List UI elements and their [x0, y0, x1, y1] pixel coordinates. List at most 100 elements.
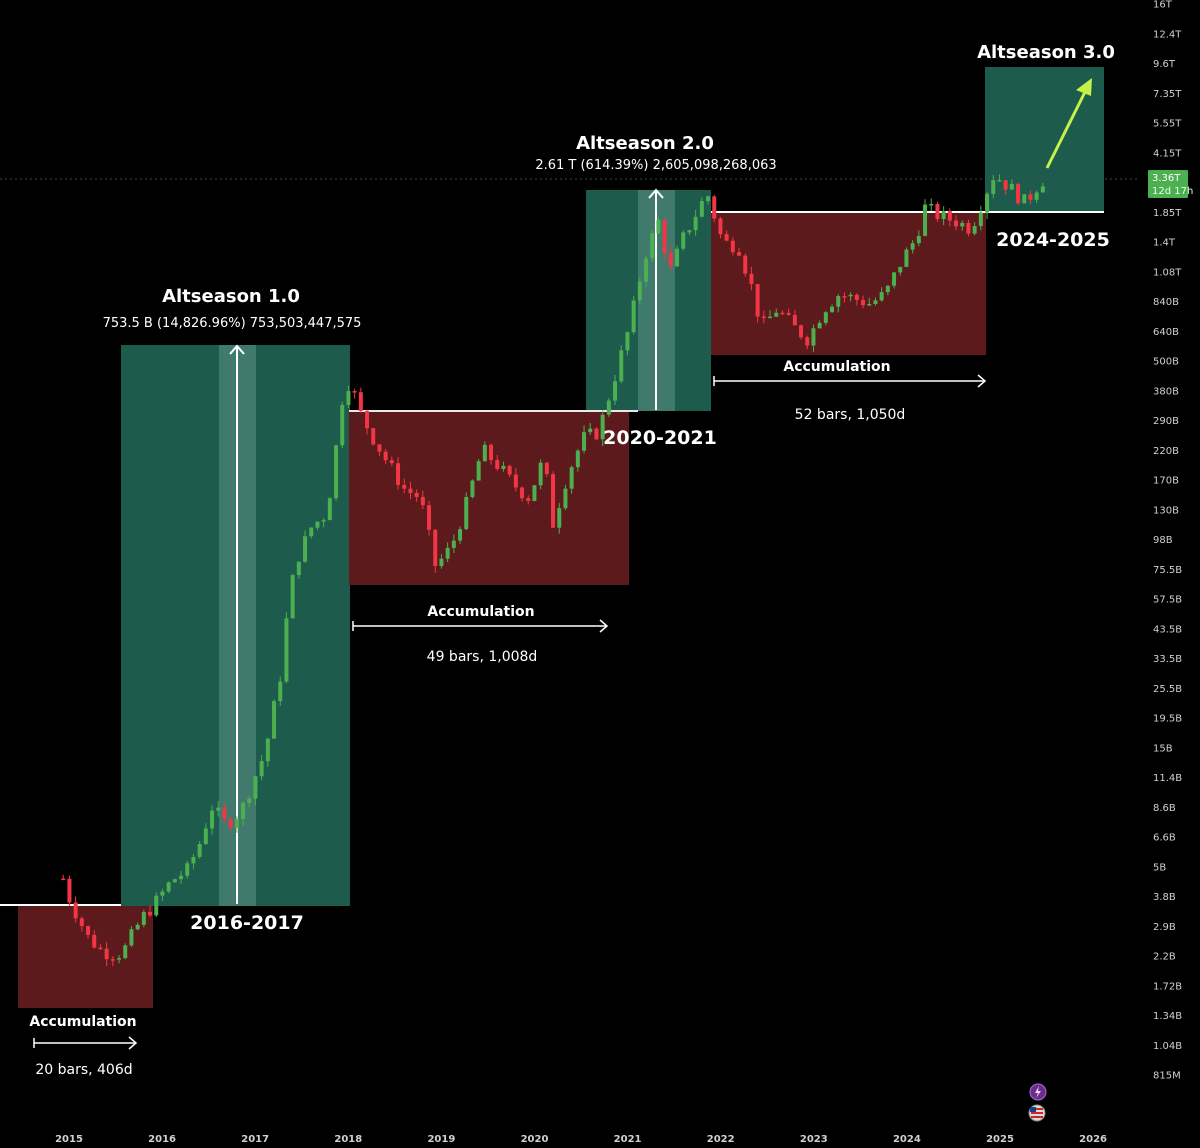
candle-down	[414, 492, 419, 497]
candle-up	[978, 212, 983, 227]
y-tick-label: 1.34B	[1153, 1011, 1182, 1022]
accumulation-duration-2: 49 bars, 1,008d	[427, 649, 538, 665]
y-tick-label: 33.5B	[1153, 654, 1182, 665]
candle-down	[352, 391, 357, 393]
candle-up	[569, 467, 574, 489]
candle-up	[439, 558, 444, 567]
candle-down	[792, 314, 797, 326]
y-tick-label: 170B	[1153, 476, 1179, 487]
candle-up	[941, 211, 946, 219]
candle-up	[179, 875, 184, 880]
candle-down	[358, 392, 363, 411]
candle-up	[650, 233, 655, 259]
candle-up	[458, 529, 463, 541]
candle-up	[154, 895, 159, 916]
candle-down	[594, 428, 599, 440]
candle-down	[365, 410, 370, 429]
y-tick-label: 19.5B	[1153, 714, 1182, 725]
y-tick-label: 840B	[1153, 297, 1179, 308]
altseason-3-arrow	[1045, 78, 1092, 169]
x-tick-label: 2020	[521, 1134, 549, 1145]
candle-up	[898, 266, 903, 273]
y-tick-label: 640B	[1153, 327, 1179, 338]
candle-up	[923, 204, 928, 236]
candle-down	[420, 496, 425, 506]
candle-up	[836, 296, 841, 307]
candle-down	[551, 474, 556, 528]
candle-down	[86, 926, 91, 935]
y-tick-label: 290B	[1153, 416, 1179, 427]
candle-up	[272, 701, 277, 739]
candle-up	[309, 527, 314, 537]
candle-up	[482, 444, 487, 462]
candle-up	[1009, 183, 1014, 190]
candle-up	[501, 465, 506, 469]
candle-up	[656, 219, 661, 234]
candle-up	[619, 350, 624, 382]
candle-up	[892, 272, 897, 286]
x-tick-label: 2021	[614, 1134, 642, 1145]
y-tick-label: 7.35T	[1153, 89, 1182, 100]
candle-down	[755, 284, 760, 317]
y-tick-label: 11.4B	[1153, 773, 1182, 784]
candle-up	[625, 332, 630, 351]
y-tick-label: 220B	[1153, 446, 1179, 457]
x-tick-label: 2025	[986, 1134, 1014, 1145]
us-flag-icon[interactable]	[1028, 1104, 1046, 1122]
y-tick-label: 5.55T	[1153, 119, 1182, 130]
candle-up	[265, 738, 270, 762]
y-tick-label: 1.4T	[1153, 238, 1176, 249]
candle-down	[966, 222, 971, 234]
candle-down	[662, 219, 667, 253]
candle-up	[346, 391, 351, 405]
candle-up	[129, 929, 134, 946]
altseason-1-stats: 753.5 B (14,826.96%) 753,503,447,575	[103, 316, 362, 331]
candle-up	[631, 300, 636, 333]
candle-up	[185, 863, 190, 876]
candle-down	[507, 465, 512, 475]
candle-down	[148, 912, 153, 916]
y-axis: 16T12.4T9.6T7.35T5.55T4.15T2.45T1.85T1.4…	[1153, 0, 1182, 1082]
candle-up	[210, 810, 215, 829]
candle-up	[172, 879, 177, 883]
candle-up	[600, 414, 605, 440]
y-tick-label: 1.72B	[1153, 981, 1182, 992]
y-tick-label: 12.4T	[1153, 29, 1182, 40]
candle-up	[470, 480, 475, 498]
candle-up	[253, 776, 258, 799]
candle-down	[1003, 180, 1008, 190]
candle-down	[222, 807, 227, 819]
candle-down	[842, 296, 847, 298]
accumulation-label-2: Accumulation	[427, 604, 534, 620]
lightning-icon[interactable]	[1029, 1083, 1047, 1101]
y-tick-label: 1.85T	[1153, 208, 1182, 219]
candle-down	[724, 234, 729, 241]
candle-up	[817, 322, 822, 329]
candle-down	[743, 255, 748, 274]
y-tick-label: 2.9B	[1153, 922, 1176, 933]
y-tick-label: 1.04B	[1153, 1041, 1182, 1052]
candle-up	[687, 230, 692, 233]
candle-up	[582, 432, 587, 451]
candle-down	[749, 273, 754, 285]
current-price-tag: 3.36T 12d 17h	[1148, 170, 1193, 198]
candle-up	[848, 294, 853, 297]
candle-down	[433, 529, 438, 567]
candle-down	[61, 878, 66, 881]
candle-up	[315, 521, 320, 528]
candle-up	[117, 958, 122, 960]
candles	[61, 174, 1045, 967]
accumulation-label-3: Accumulation	[783, 359, 890, 375]
x-tick-label: 2017	[241, 1134, 269, 1145]
candle-up	[644, 258, 649, 282]
candle-up	[613, 381, 618, 401]
candle-up	[321, 520, 326, 522]
accumulation-duration-1: 20 bars, 406d	[35, 1062, 132, 1078]
candle-up	[960, 222, 965, 227]
candle-down	[383, 451, 388, 461]
candle-up	[768, 316, 773, 319]
candle-down	[737, 252, 742, 256]
candle-up	[904, 249, 909, 267]
candle-down	[954, 220, 959, 227]
candle-up	[879, 292, 884, 301]
